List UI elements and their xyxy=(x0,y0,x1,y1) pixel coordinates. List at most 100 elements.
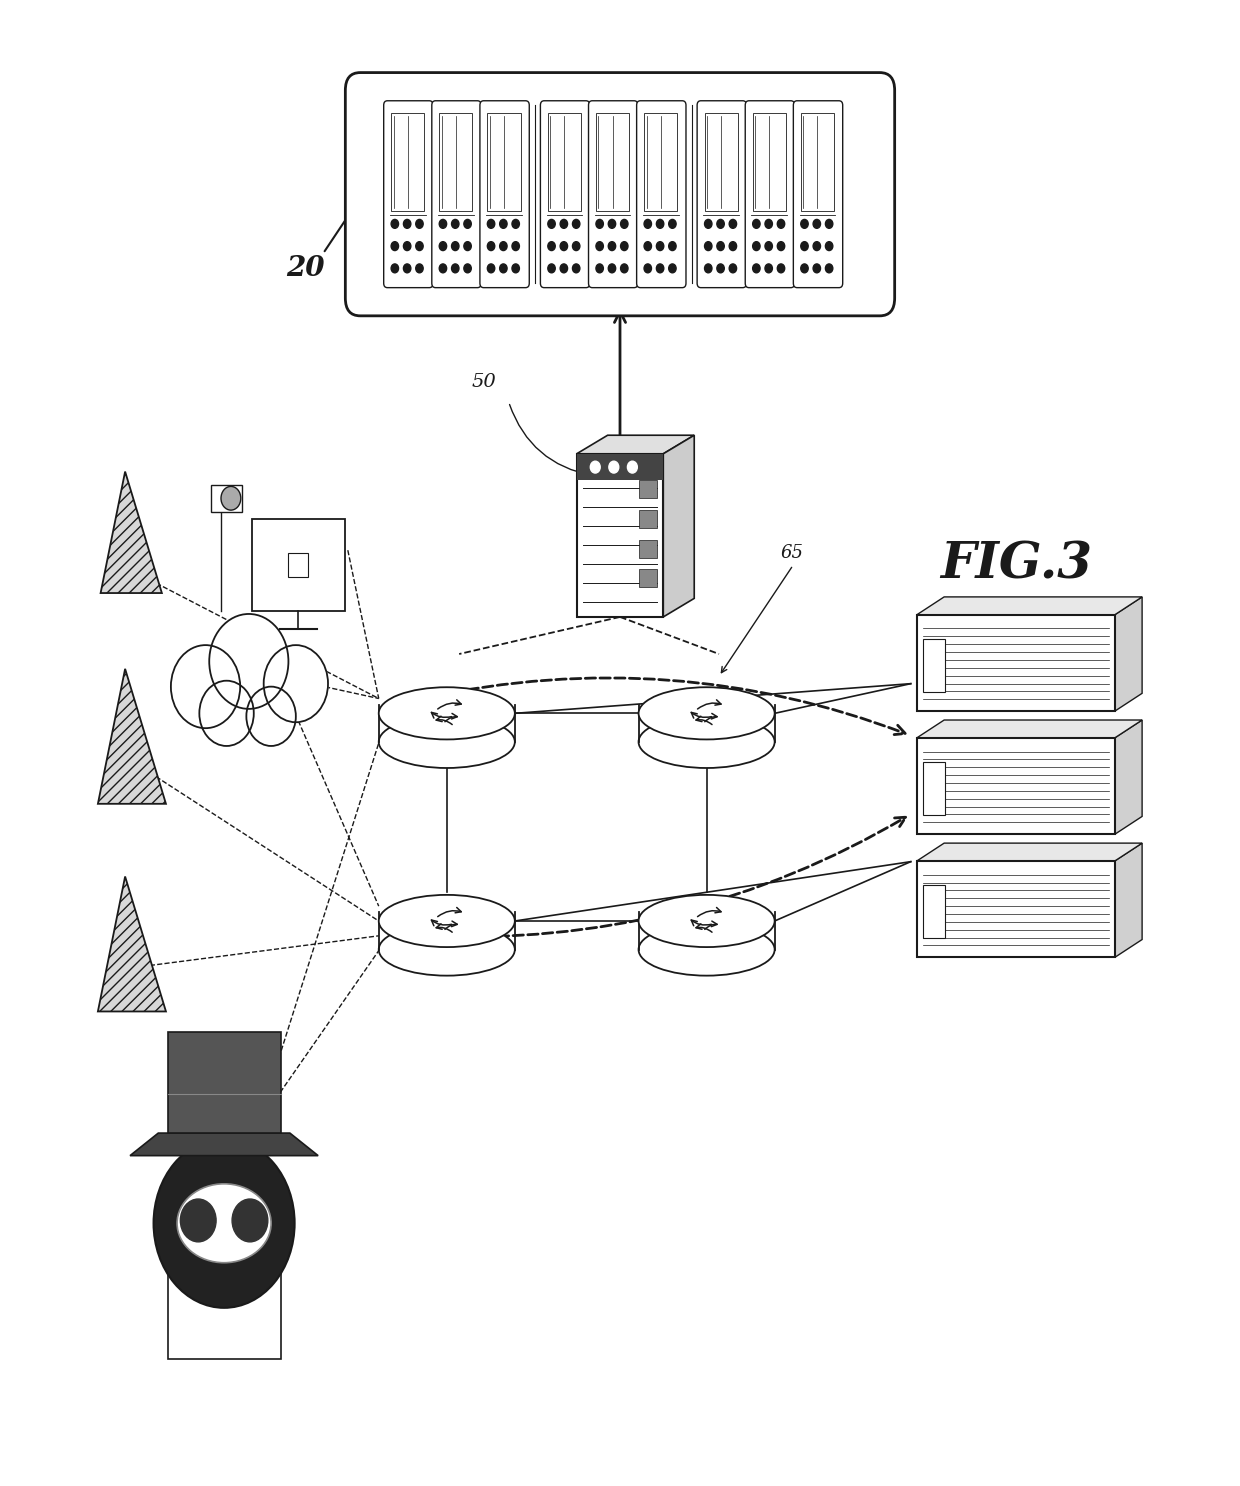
Circle shape xyxy=(765,265,773,273)
Polygon shape xyxy=(916,721,1142,739)
Circle shape xyxy=(717,265,724,273)
Circle shape xyxy=(704,242,712,251)
Circle shape xyxy=(717,242,724,251)
Circle shape xyxy=(753,242,760,251)
Circle shape xyxy=(620,265,627,273)
Circle shape xyxy=(512,220,520,229)
Text: 20: 20 xyxy=(286,254,325,282)
Circle shape xyxy=(596,242,604,251)
Circle shape xyxy=(415,265,423,273)
Bar xyxy=(639,569,657,587)
Bar xyxy=(391,113,424,211)
Circle shape xyxy=(403,265,410,273)
Circle shape xyxy=(500,220,507,229)
Bar xyxy=(577,453,663,480)
Circle shape xyxy=(154,1138,295,1308)
Circle shape xyxy=(777,220,785,229)
Bar xyxy=(916,739,1115,834)
Ellipse shape xyxy=(177,1184,272,1263)
Circle shape xyxy=(765,220,773,229)
Ellipse shape xyxy=(378,923,515,976)
Circle shape xyxy=(627,461,637,473)
Circle shape xyxy=(560,220,568,229)
Circle shape xyxy=(813,220,821,229)
FancyBboxPatch shape xyxy=(589,101,637,288)
Circle shape xyxy=(464,265,471,273)
Circle shape xyxy=(668,265,676,273)
Polygon shape xyxy=(130,1134,319,1156)
Circle shape xyxy=(813,265,821,273)
Polygon shape xyxy=(916,843,1142,860)
FancyBboxPatch shape xyxy=(794,101,843,288)
Circle shape xyxy=(573,265,580,273)
Circle shape xyxy=(439,265,446,273)
Circle shape xyxy=(487,265,495,273)
Circle shape xyxy=(548,242,556,251)
Bar xyxy=(211,484,242,511)
Circle shape xyxy=(801,265,808,273)
Circle shape xyxy=(221,486,241,510)
Bar xyxy=(487,113,521,211)
Polygon shape xyxy=(1115,843,1142,957)
Bar xyxy=(923,639,945,692)
Circle shape xyxy=(171,645,241,728)
Ellipse shape xyxy=(639,687,775,740)
Circle shape xyxy=(487,242,495,251)
Circle shape xyxy=(560,265,568,273)
Bar xyxy=(923,762,945,814)
Circle shape xyxy=(415,242,423,251)
Circle shape xyxy=(391,242,398,251)
Circle shape xyxy=(729,220,737,229)
Circle shape xyxy=(668,242,676,251)
Bar xyxy=(548,113,582,211)
Bar xyxy=(639,510,657,528)
Circle shape xyxy=(813,242,821,251)
Circle shape xyxy=(753,265,760,273)
Ellipse shape xyxy=(639,923,775,976)
Circle shape xyxy=(777,265,785,273)
Circle shape xyxy=(415,220,423,229)
Text: 65: 65 xyxy=(781,544,804,562)
Circle shape xyxy=(391,265,398,273)
Bar xyxy=(753,113,786,211)
FancyBboxPatch shape xyxy=(697,101,746,288)
Text: FIG.3: FIG.3 xyxy=(940,541,1092,590)
Circle shape xyxy=(620,220,627,229)
Circle shape xyxy=(403,220,410,229)
Circle shape xyxy=(644,265,651,273)
Bar xyxy=(704,113,738,211)
Bar xyxy=(439,113,472,211)
Circle shape xyxy=(210,614,289,709)
Circle shape xyxy=(548,265,556,273)
Circle shape xyxy=(801,242,808,251)
Circle shape xyxy=(620,242,627,251)
Circle shape xyxy=(264,645,329,722)
FancyBboxPatch shape xyxy=(345,73,895,317)
Circle shape xyxy=(232,1199,268,1242)
Bar xyxy=(252,519,345,611)
Circle shape xyxy=(668,220,676,229)
Circle shape xyxy=(590,461,600,473)
Circle shape xyxy=(609,220,616,229)
Text: 50: 50 xyxy=(471,373,496,391)
Polygon shape xyxy=(663,435,694,617)
Circle shape xyxy=(573,242,580,251)
Circle shape xyxy=(596,220,604,229)
Bar xyxy=(639,539,657,557)
Circle shape xyxy=(451,265,459,273)
FancyBboxPatch shape xyxy=(480,101,529,288)
Circle shape xyxy=(609,461,619,473)
FancyBboxPatch shape xyxy=(636,101,686,288)
Text: 60: 60 xyxy=(1071,611,1095,629)
Circle shape xyxy=(753,220,760,229)
Circle shape xyxy=(826,242,833,251)
Bar xyxy=(916,860,1115,957)
Circle shape xyxy=(500,265,507,273)
Circle shape xyxy=(826,265,833,273)
Bar xyxy=(596,113,629,211)
Circle shape xyxy=(560,242,568,251)
Circle shape xyxy=(451,242,459,251)
Bar xyxy=(167,1031,280,1134)
Circle shape xyxy=(644,220,651,229)
Circle shape xyxy=(548,220,556,229)
